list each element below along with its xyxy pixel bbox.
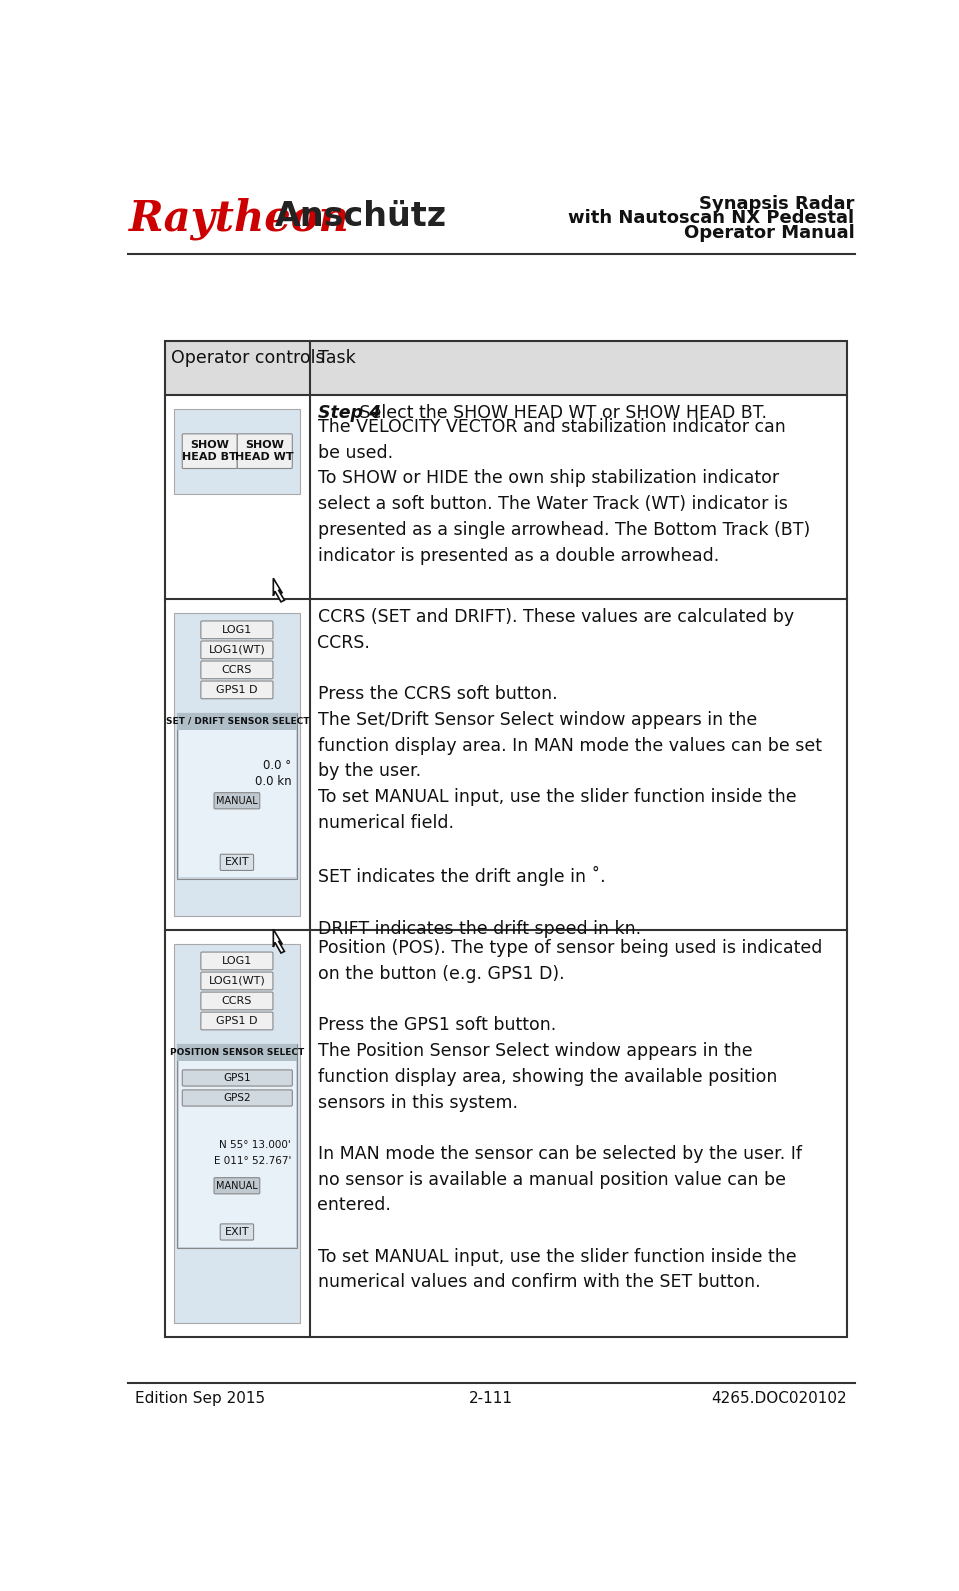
Text: LOG1: LOG1 [222,956,252,966]
FancyBboxPatch shape [182,1090,292,1106]
FancyBboxPatch shape [221,1223,253,1239]
FancyBboxPatch shape [237,434,292,468]
Text: CCRS (SET and DRIFT). These values are calculated by
CCRS.

Press the CCRS soft : CCRS (SET and DRIFT). These values are c… [317,608,822,937]
Text: CCRS: CCRS [222,665,252,675]
Polygon shape [273,578,285,601]
Bar [178,730,295,877]
Text: 0.0 kn: 0.0 kn [254,775,292,788]
FancyBboxPatch shape [214,792,260,808]
Bar [165,340,847,395]
Bar [178,1061,295,1247]
Text: CCRS: CCRS [222,996,252,1006]
Text: Anschütz: Anschütz [275,200,447,234]
Text: Raytheon: Raytheon [129,197,350,240]
Bar [165,600,847,931]
Text: EXIT: EXIT [224,858,249,867]
FancyBboxPatch shape [200,993,273,1010]
Text: E 011° 52.767': E 011° 52.767' [214,1155,292,1166]
Text: 0.0 °: 0.0 ° [263,759,292,772]
Bar [177,1044,297,1061]
Text: GPS1 D: GPS1 D [216,684,258,695]
Bar [177,1044,297,1247]
Text: LOG1: LOG1 [222,625,252,635]
Text: Synapsis Radar: Synapsis Radar [699,194,854,213]
Text: 2-111: 2-111 [469,1391,513,1405]
Text: SET / DRIFT SENSOR SELECT: SET / DRIFT SENSOR SELECT [166,718,309,725]
Text: GPS1: GPS1 [223,1072,251,1083]
Text: POSITION SENSOR SELECT: POSITION SENSOR SELECT [170,1048,304,1056]
Text: Operator controls: Operator controls [171,348,325,368]
FancyBboxPatch shape [200,660,273,679]
Polygon shape [273,929,285,953]
FancyBboxPatch shape [200,681,273,698]
Text: Step 4: Step 4 [317,404,381,422]
Text: Position (POS). The type of sensor being used is indicated
on the button (e.g. G: Position (POS). The type of sensor being… [317,939,822,1292]
Bar [165,931,847,1336]
Bar [175,409,300,493]
FancyBboxPatch shape [200,620,273,638]
Text: Task: Task [317,348,355,368]
FancyBboxPatch shape [200,951,273,971]
FancyBboxPatch shape [200,972,273,990]
Text: SHOW
HEAD WT: SHOW HEAD WT [236,441,294,461]
Text: SHOW
HEAD BT: SHOW HEAD BT [182,441,237,461]
Text: MANUAL: MANUAL [216,1181,258,1190]
FancyBboxPatch shape [221,854,253,870]
Text: MANUAL: MANUAL [216,796,258,805]
Text: LOG1(WT): LOG1(WT) [208,644,266,655]
Text: LOG1(WT): LOG1(WT) [208,975,266,986]
Text: GPS2: GPS2 [223,1093,251,1103]
Text: 4265.DOC020102: 4265.DOC020102 [712,1391,847,1405]
Text: with Nautoscan NX Pedestal: with Nautoscan NX Pedestal [569,210,854,228]
Text: EXIT: EXIT [224,1227,249,1236]
FancyBboxPatch shape [200,641,273,659]
FancyBboxPatch shape [182,434,237,468]
FancyBboxPatch shape [200,1012,273,1029]
Bar [165,340,847,1336]
Bar [165,395,847,600]
FancyBboxPatch shape [182,1069,292,1087]
Bar [177,713,297,878]
Text: Edition Sep 2015: Edition Sep 2015 [135,1391,266,1405]
Bar [177,713,297,730]
Bar [175,943,300,1322]
Text: N 55° 13.000': N 55° 13.000' [220,1141,292,1150]
FancyBboxPatch shape [214,1177,260,1193]
Text: Select the SHOW HEAD WT or SHOW HEAD BT.: Select the SHOW HEAD WT or SHOW HEAD BT. [354,404,767,422]
Bar [175,613,300,916]
Text: GPS1 D: GPS1 D [216,1017,258,1026]
Text: The VELOCITY VECTOR and stabilization indicator can
be used.
To SHOW or HIDE the: The VELOCITY VECTOR and stabilization in… [317,418,809,565]
Text: Operator Manual: Operator Manual [684,224,854,242]
